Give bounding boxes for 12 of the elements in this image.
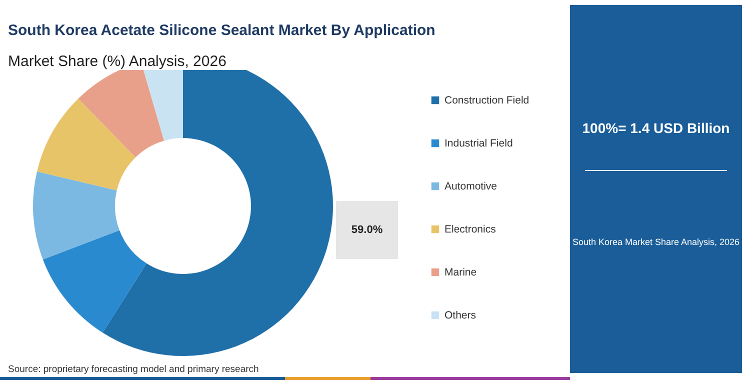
legend-label: Construction Field xyxy=(444,94,530,106)
text: 100%= 1.4 USD Billion xyxy=(581,120,731,136)
legend-label: Electronics xyxy=(444,223,496,236)
data-label: 59.0% xyxy=(351,224,383,236)
legend-label: Others xyxy=(444,309,476,322)
legend-label: Automotive xyxy=(444,180,498,192)
chart-title: South Korea Acetate Silicone Sealant Market By Application xyxy=(8,22,436,39)
legend-label: Industrial Field xyxy=(444,137,513,150)
source-note: Source: proprietary forecasting model and primary research xyxy=(8,364,259,375)
text: South Korea Market Share Analysis, 2026 xyxy=(571,237,741,247)
chart-subtitle: Market Share (%) Analysis, 2026 xyxy=(8,53,226,70)
legend-label: Marine xyxy=(444,266,477,278)
